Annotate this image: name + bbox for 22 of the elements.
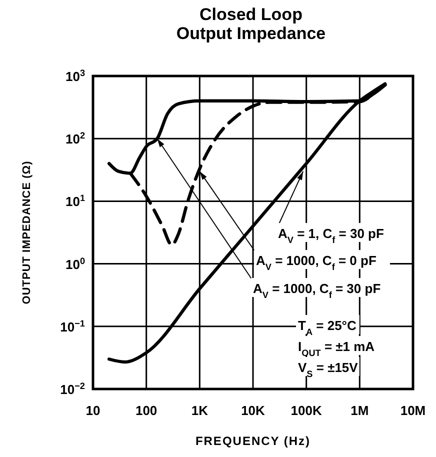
y-tick-label: 10$^{3}$ xyxy=(65,68,85,84)
x-tick-label: 1K xyxy=(191,403,209,418)
chart-title: Closed Loop Output Impedance xyxy=(176,5,326,43)
y-tick-label: 10$^{2}$ xyxy=(65,130,85,147)
x-tick-label: 100 xyxy=(135,403,158,418)
y-tick-label: 10$^{0}$ xyxy=(65,256,85,272)
x-axis-title: FREQUENCY (Hz) xyxy=(195,434,311,448)
y-tick-label: 10$^{−2}$ xyxy=(60,381,85,397)
annotation: A$_{V}$ = 1, C$_{f}$ = 30 pF xyxy=(278,226,384,245)
x-tick-label: 10K xyxy=(241,403,266,418)
x-tick-label: 10M xyxy=(400,403,426,418)
annotation: A$_{V}$ = 1000, C$_{f}$ = 30 pF xyxy=(253,281,381,300)
x-tick-label: 1M xyxy=(350,403,369,418)
annotation: I$_{OUT}$ = ±1 mA xyxy=(298,339,376,358)
annotation: V$_{S}$ = ±15V xyxy=(298,360,358,379)
x-tick-label: 100K xyxy=(290,403,322,418)
x-tick-label: 10 xyxy=(86,403,100,418)
annotation: T$_{A}$ = 25°C xyxy=(298,318,358,337)
y-tick-label: 10$^{−1}$ xyxy=(60,318,85,334)
y-axis-title: OUTPUT IMPEDANCE (Ω) xyxy=(21,160,33,304)
annotation: A$_{V}$ = 1000, C$_{f}$ = 0 pF xyxy=(256,253,376,272)
y-tick-label: 10$^{1}$ xyxy=(65,193,85,210)
